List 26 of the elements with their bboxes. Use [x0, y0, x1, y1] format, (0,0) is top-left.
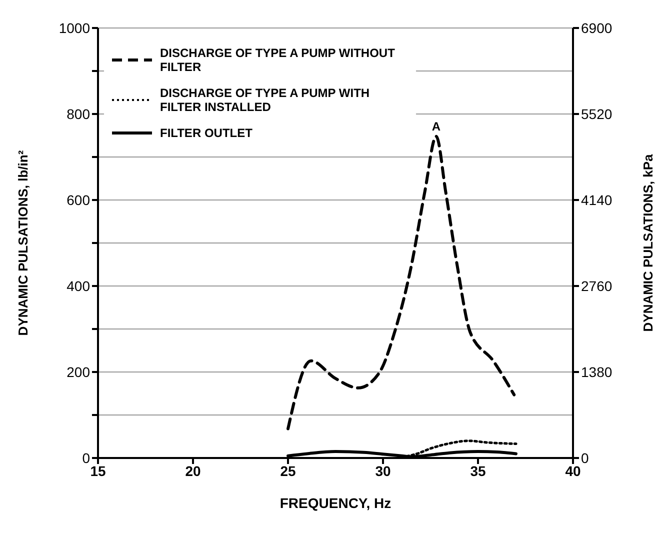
y2-tick-label: 1380 [581, 364, 612, 380]
y2-tick-label: 6900 [581, 20, 612, 36]
y-tick-label: 0 [82, 450, 90, 466]
legend-label: FILTER OUTLET [160, 126, 252, 140]
y2-tick-label: 0 [581, 450, 589, 466]
annotation: A [432, 119, 441, 134]
y-axis-title: DYNAMIC PULSATIONS, lb/in² [16, 150, 31, 336]
y-tick-label: 800 [66, 106, 90, 122]
y2-axis-title: DYNAMIC PULSATIONS, kPa [640, 154, 656, 332]
x-tick-label: 20 [185, 462, 201, 479]
y-tick-label: 600 [66, 192, 90, 208]
x-tick-label: 25 [280, 462, 296, 479]
x-tick-label: 40 [565, 462, 581, 479]
x-axis-title: FREQUENCY, Hz [280, 495, 392, 511]
y2-tick-label: 2760 [581, 278, 612, 294]
y2-tick-label: 4140 [581, 192, 612, 208]
y-tick-label: 400 [66, 278, 90, 294]
y-tick-label: 200 [66, 364, 90, 380]
x-tick-label: 15 [90, 462, 106, 479]
x-tick-label: 30 [375, 462, 391, 479]
y-tick-label: 1000 [58, 20, 90, 36]
y2-tick-label: 5520 [581, 106, 612, 122]
x-tick-label: 35 [470, 462, 486, 479]
legend-label: DISCHARGE OF TYPE A PUMP WITH FILTER INSTALLED [160, 86, 371, 114]
legend-label: DISCHARGE OF TYPE A PUMP WITHOUT FILTER [160, 46, 396, 74]
line-series [286, 134, 516, 430]
